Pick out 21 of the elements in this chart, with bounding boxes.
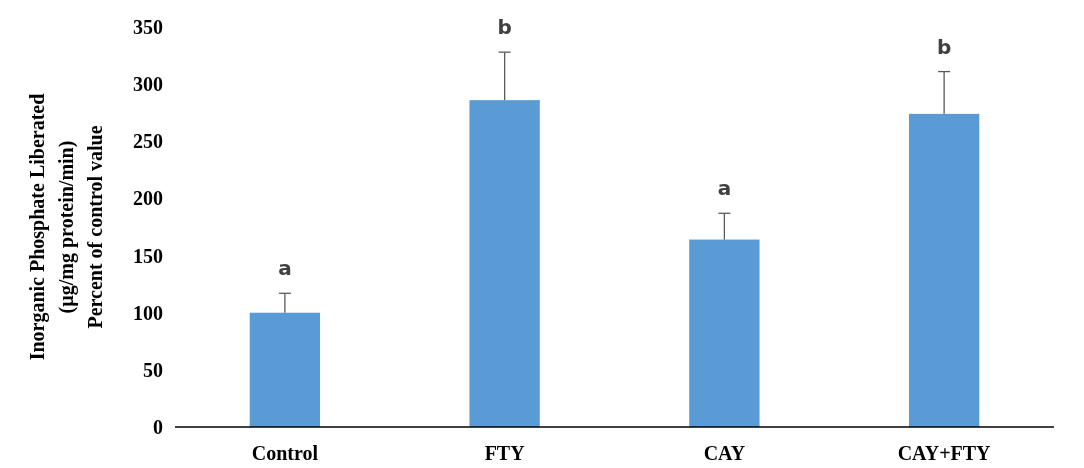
y-tick-label: 100	[133, 301, 163, 324]
bar	[249, 312, 321, 427]
bar	[469, 100, 540, 427]
x-tick-label: FTY	[484, 442, 526, 464]
x-tick-label: CAY+FTY	[897, 442, 992, 464]
y-tick-label: 150	[133, 244, 163, 267]
annotation: b	[936, 34, 952, 59]
y-tick-label: 50	[143, 358, 163, 381]
x-tick-label: Control	[251, 442, 319, 464]
bar	[689, 239, 760, 427]
y-axis-title: Inorganic Phosphate Liberated (µg/mg protein/min) Percent of control value	[26, 93, 106, 361]
annotation: a	[278, 256, 292, 281]
annotation: a	[717, 176, 732, 201]
y-tick-label: 350	[133, 16, 163, 38]
y-tick-label: 300	[133, 73, 163, 96]
annotation: b	[497, 15, 512, 40]
y-tick-label: 250	[133, 130, 163, 153]
x-tick-label: CAY	[703, 442, 746, 464]
bar	[908, 113, 980, 427]
y-tick-label: 0	[153, 416, 163, 438]
y-tick-label: 200	[133, 187, 163, 210]
